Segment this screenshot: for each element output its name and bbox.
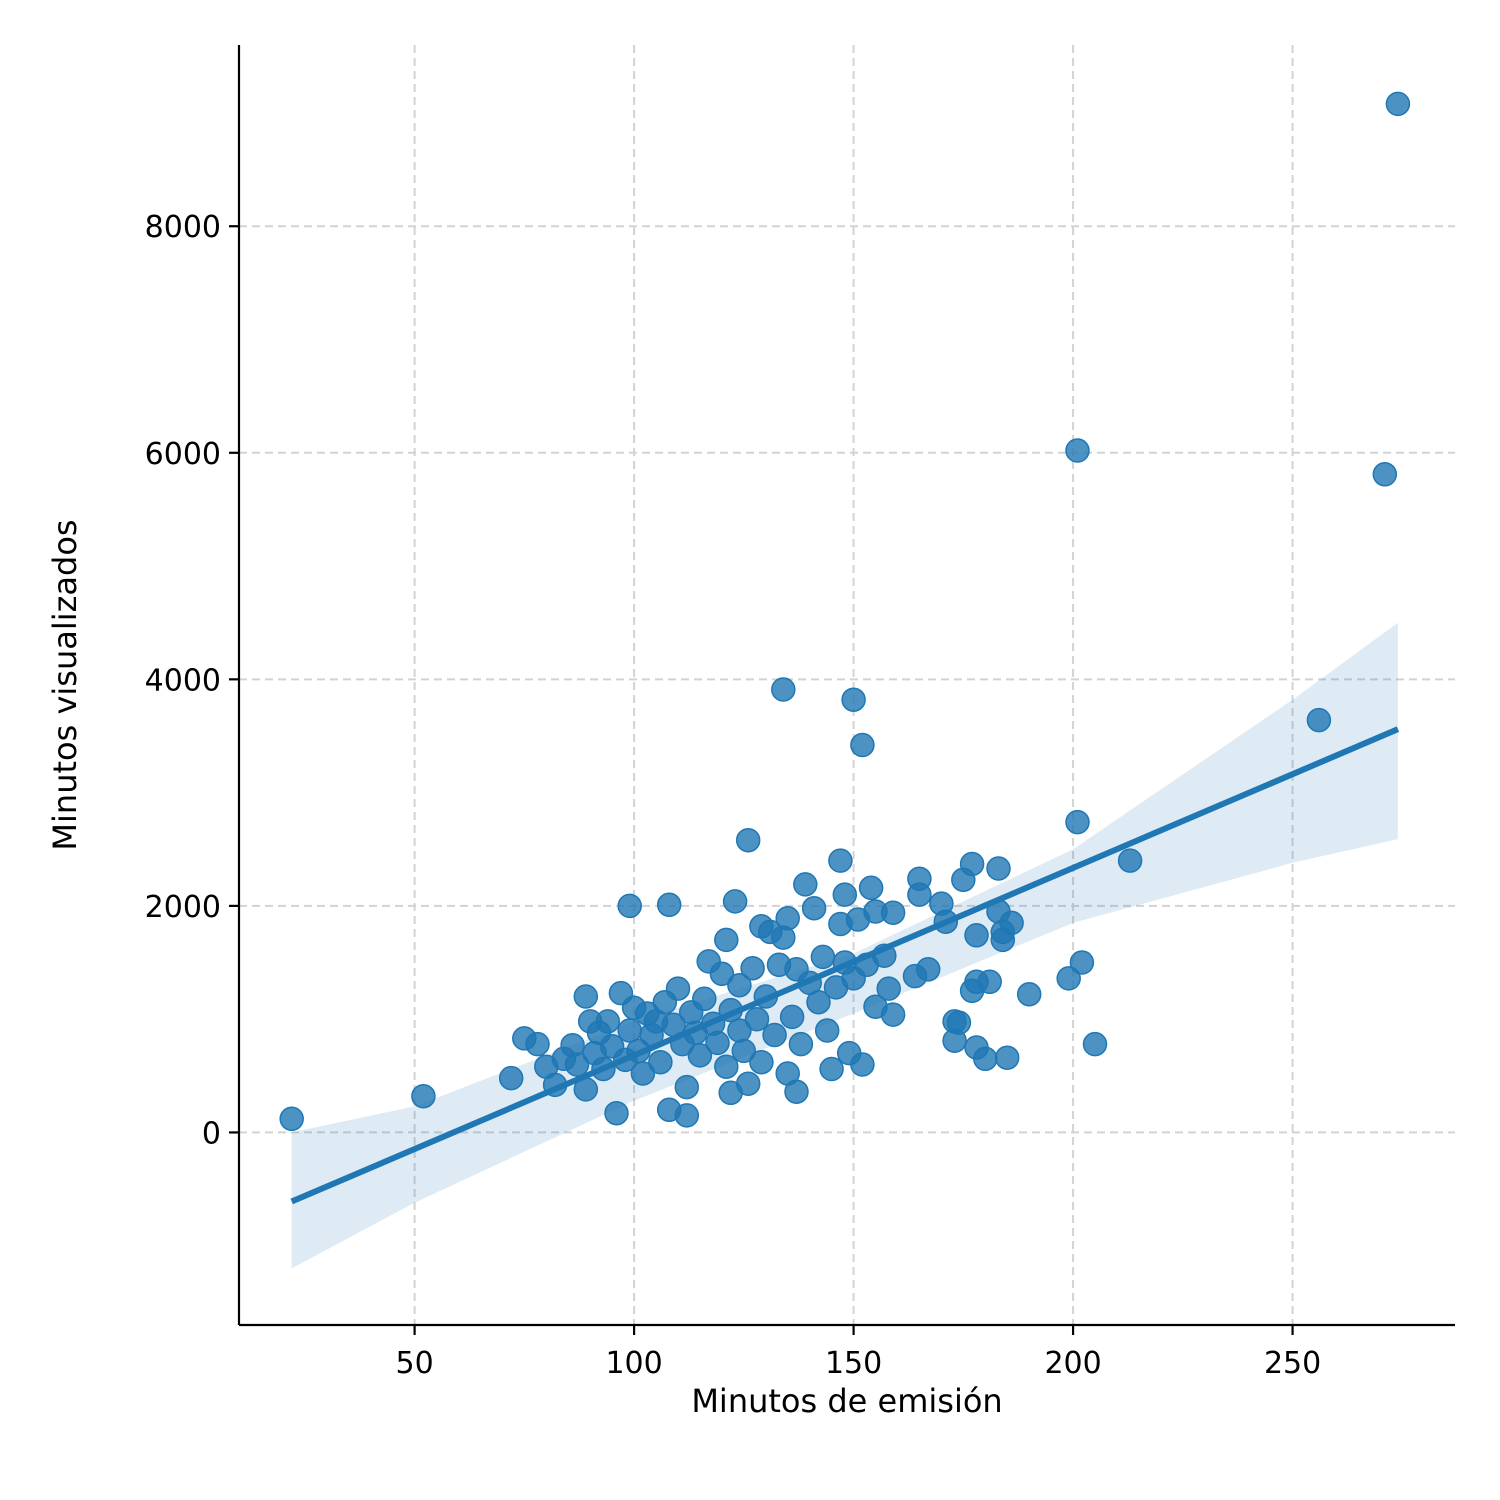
y-tick-label: 0	[202, 1116, 221, 1151]
data-point	[801, 895, 827, 921]
data-point	[1016, 981, 1042, 1007]
data-point	[771, 677, 796, 702]
data-point	[1306, 707, 1332, 733]
data-point	[735, 1071, 761, 1096]
data-point	[832, 882, 858, 907]
data-point	[1065, 809, 1090, 835]
data-point	[735, 827, 761, 853]
data-point	[999, 910, 1024, 936]
data-point	[762, 1022, 787, 1048]
data-point	[959, 851, 985, 877]
grid-lines	[239, 45, 1455, 1325]
y-tick-label: 8000	[145, 210, 221, 245]
data-point	[727, 972, 752, 998]
x-tick-label: 100	[605, 1346, 662, 1381]
data-point	[692, 986, 717, 1012]
data-point	[964, 923, 989, 948]
data-point	[617, 893, 642, 919]
data-point	[880, 900, 906, 925]
data-point	[915, 957, 941, 982]
data-point	[775, 906, 800, 931]
data-point	[498, 1065, 524, 1091]
x-axis-title: Minutos de emisión	[691, 1382, 1002, 1420]
x-tick-label: 150	[825, 1346, 882, 1381]
data-point	[858, 875, 884, 901]
tick-labels: 50 100 150 200 250 0 2000 4000 6000 8000	[145, 210, 1322, 1381]
data-point	[850, 732, 875, 758]
data-point	[814, 1018, 840, 1043]
data-point	[674, 1103, 700, 1128]
data-point	[604, 1100, 629, 1126]
data-point	[1056, 966, 1081, 991]
data-point	[630, 1061, 656, 1086]
axes	[229, 45, 1455, 1335]
data-point	[793, 872, 818, 897]
data-point	[880, 1002, 906, 1027]
data-point	[674, 1074, 700, 1100]
data-point	[1117, 848, 1143, 873]
data-point	[665, 976, 691, 1001]
data-point	[1065, 438, 1090, 463]
data-point	[973, 1046, 998, 1072]
data-point	[1385, 91, 1411, 117]
data-point	[806, 989, 831, 1015]
y-tick-label: 6000	[145, 437, 221, 472]
data-point	[749, 1049, 774, 1075]
x-tick-label: 250	[1264, 1346, 1321, 1381]
data-point	[788, 1031, 814, 1057]
data-point	[977, 969, 1002, 995]
data-point	[411, 1083, 436, 1109]
data-point	[705, 1030, 730, 1056]
data-point	[828, 848, 853, 873]
data-point	[279, 1106, 304, 1132]
data-point	[994, 1045, 1020, 1070]
data-point	[784, 1079, 809, 1104]
data-point	[656, 892, 682, 918]
data-point	[722, 889, 748, 914]
data-point	[740, 955, 765, 981]
data-point	[946, 1010, 972, 1035]
data-point	[841, 687, 866, 712]
data-point	[876, 976, 901, 1001]
data-point	[1069, 950, 1095, 975]
data-point	[714, 927, 739, 953]
data-point	[648, 1049, 673, 1075]
data-point	[1372, 462, 1398, 487]
data-point	[617, 1018, 642, 1043]
data-point	[709, 961, 735, 987]
x-tick-label: 50	[396, 1346, 434, 1381]
data-point	[810, 944, 836, 970]
data-point	[986, 856, 1011, 881]
data-point	[564, 1052, 590, 1077]
confidence-band-layer	[291, 622, 1398, 1269]
data-point	[714, 1054, 739, 1079]
data-point	[819, 1056, 844, 1082]
y-axis-title: Minutos visualizados	[46, 519, 84, 850]
data-point	[731, 1038, 757, 1064]
regression-line	[290, 726, 1400, 1205]
confidence-band	[291, 622, 1398, 1269]
data-point	[907, 882, 932, 907]
data-point	[595, 1009, 621, 1034]
data-point	[779, 1004, 805, 1030]
data-point	[744, 1006, 770, 1032]
data-point	[573, 984, 599, 1009]
regression-layer	[290, 726, 1400, 1205]
x-tick-label: 200	[1044, 1346, 1101, 1381]
data-point	[850, 1052, 875, 1077]
y-tick-label: 2000	[145, 890, 221, 925]
data-point	[687, 1043, 713, 1068]
y-tick-label: 4000	[145, 663, 221, 698]
data-point	[1082, 1031, 1108, 1057]
data-point	[525, 1031, 550, 1057]
scatter-points	[279, 91, 1411, 1132]
